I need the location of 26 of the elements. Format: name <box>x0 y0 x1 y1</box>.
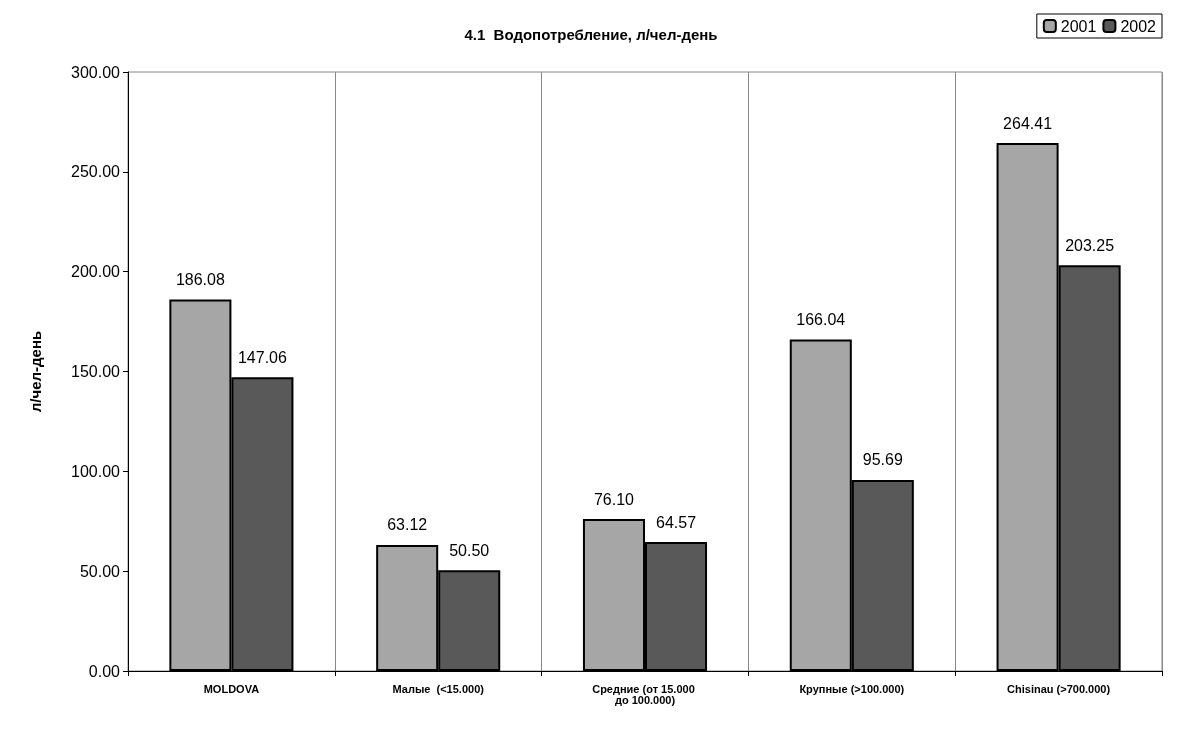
data-label: 64.57 <box>656 513 697 531</box>
y-tick-label: 100.00 <box>71 462 121 480</box>
data-label: 95.69 <box>862 451 903 469</box>
y-tick-label: 150.00 <box>71 363 121 380</box>
y-tick-label: 250.00 <box>71 163 121 181</box>
y-tick-label: 200.00 <box>71 263 121 281</box>
data-label: 76.10 <box>593 490 635 508</box>
data-label: 147.06 <box>237 348 287 366</box>
legend-label: 2001 <box>1060 17 1097 35</box>
data-label: 186.08 <box>175 270 225 288</box>
data-label: 166.04 <box>796 310 846 328</box>
data-label: 264.41 <box>1003 114 1053 132</box>
y-tick-label: 50.00 <box>79 562 121 580</box>
y-axis-title: л/чел-день <box>27 330 44 413</box>
data-label: 203.25 <box>1065 236 1115 254</box>
x-tick-label: Малые (<15.000) <box>392 682 485 695</box>
y-tick-label: 0.00 <box>88 662 121 680</box>
data-label: 50.50 <box>449 541 490 559</box>
x-tick-label: MOLDOVA <box>203 682 260 695</box>
x-tick-label: Крупные (>100.000) <box>799 682 905 695</box>
y-tick-label: 300.00 <box>71 63 121 81</box>
x-tick-label: Средние (от 15.000 до 100.000) <box>592 682 698 706</box>
data-label: 63.12 <box>387 516 428 534</box>
x-tick-label: Chisinau (>700.000) <box>1007 682 1111 695</box>
chart-title: 4.1 Водопотребление, л/чел-день <box>464 26 718 43</box>
legend-label: 2002 <box>1120 17 1157 35</box>
